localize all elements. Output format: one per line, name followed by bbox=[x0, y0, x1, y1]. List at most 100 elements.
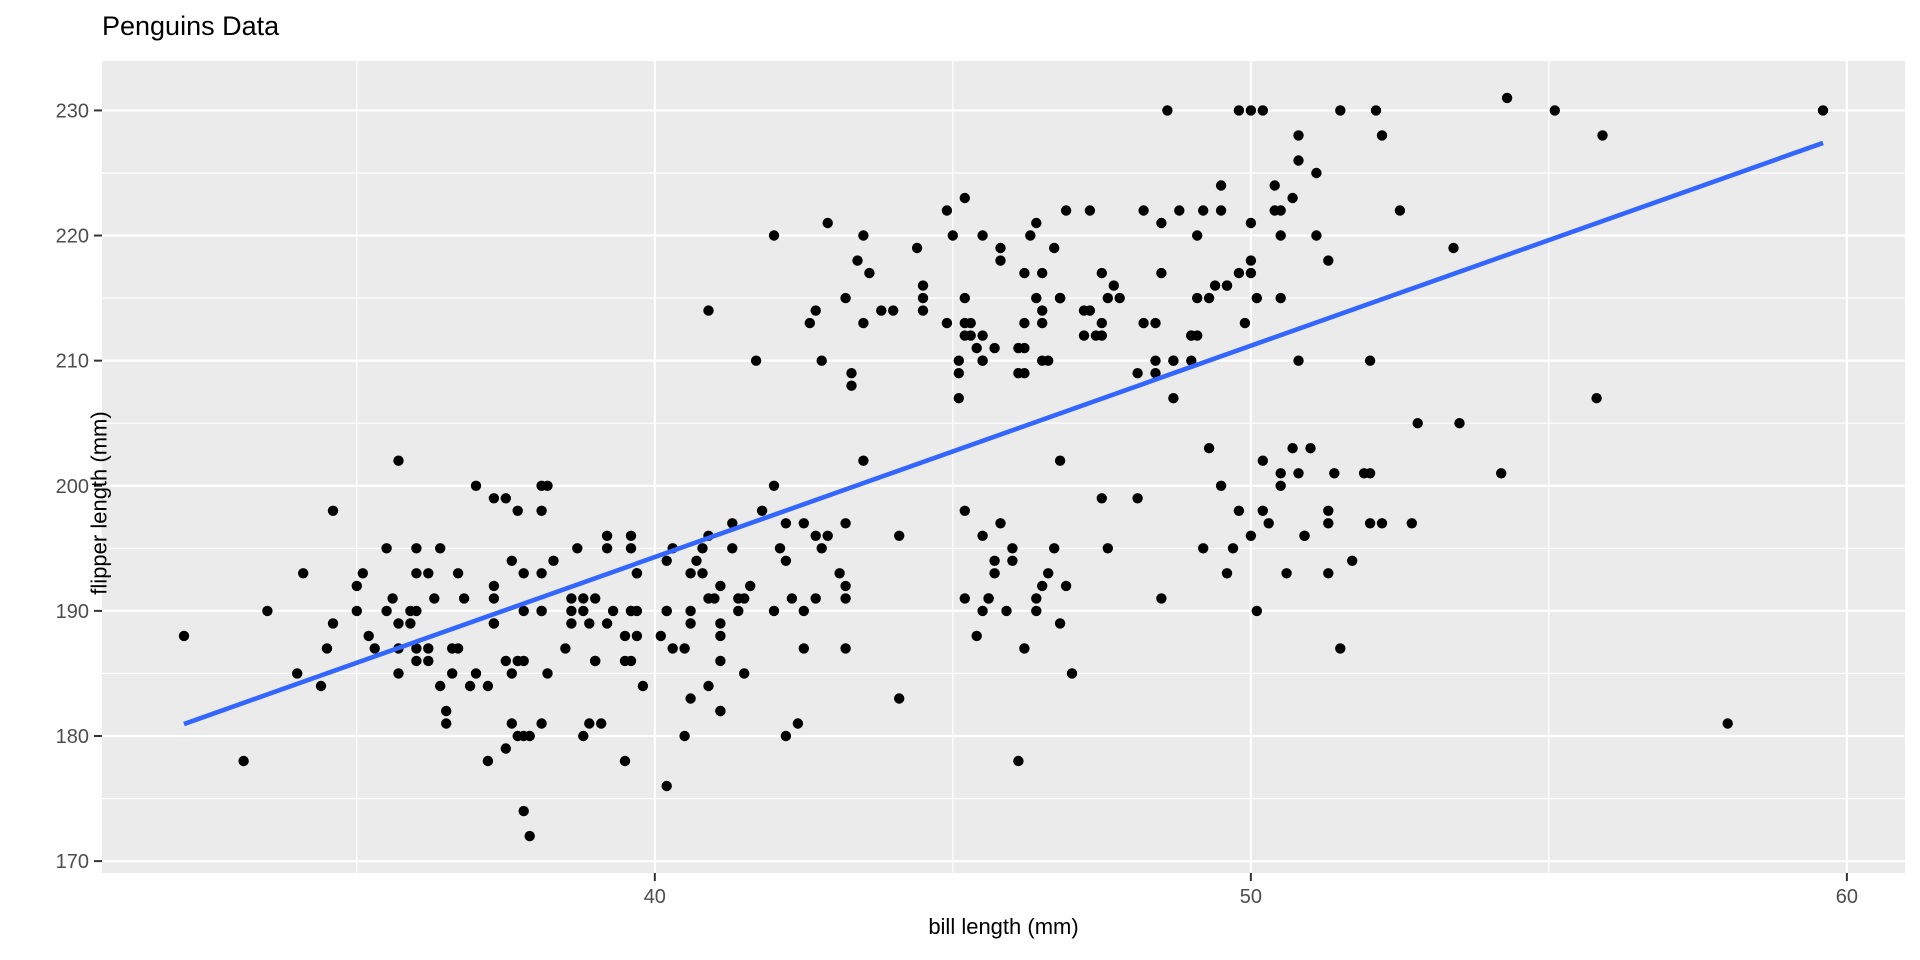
data-point bbox=[810, 305, 821, 316]
data-point bbox=[858, 317, 869, 329]
data-point bbox=[1037, 580, 1048, 592]
data-point bbox=[971, 342, 982, 354]
data-point bbox=[1031, 217, 1042, 229]
data-point bbox=[709, 593, 720, 604]
data-point bbox=[518, 805, 529, 817]
data-point bbox=[983, 593, 994, 604]
data-point bbox=[959, 192, 970, 204]
data-point bbox=[989, 342, 1000, 354]
data-point bbox=[1257, 455, 1269, 466]
data-point bbox=[1305, 443, 1316, 454]
data-point bbox=[715, 618, 726, 629]
data-point bbox=[840, 518, 851, 529]
data-point bbox=[703, 680, 714, 692]
data-point bbox=[1591, 393, 1602, 404]
data-point bbox=[989, 555, 1000, 566]
data-point bbox=[1299, 530, 1310, 541]
data-point bbox=[911, 242, 923, 254]
data-point bbox=[661, 605, 672, 617]
data-point bbox=[512, 505, 523, 516]
data-point bbox=[1209, 280, 1221, 291]
data-point bbox=[1275, 292, 1286, 304]
data-point bbox=[357, 568, 368, 579]
data-point bbox=[691, 555, 702, 566]
data-point bbox=[1221, 568, 1233, 579]
data-point bbox=[435, 543, 446, 554]
data-point bbox=[977, 330, 988, 341]
data-point bbox=[1281, 568, 1292, 579]
data-point bbox=[1150, 317, 1161, 329]
y-tick-label: 230 bbox=[56, 100, 89, 122]
data-point bbox=[864, 267, 875, 279]
data-point bbox=[411, 568, 422, 579]
data-point bbox=[703, 305, 714, 316]
data-point bbox=[1043, 355, 1054, 366]
x-axis-title: bill length (mm) bbox=[928, 914, 1079, 939]
data-point bbox=[858, 230, 869, 241]
data-point bbox=[601, 543, 613, 554]
data-point bbox=[1245, 255, 1257, 266]
data-point bbox=[393, 618, 404, 629]
data-point bbox=[1031, 605, 1042, 617]
data-point bbox=[1019, 317, 1030, 329]
data-point bbox=[739, 593, 750, 604]
data-point bbox=[661, 780, 672, 792]
data-point bbox=[739, 668, 750, 679]
data-point bbox=[1311, 167, 1322, 179]
data-point bbox=[959, 505, 970, 516]
data-point bbox=[1049, 242, 1060, 254]
data-point bbox=[447, 668, 458, 679]
data-point bbox=[685, 568, 696, 579]
data-point bbox=[1245, 105, 1257, 116]
data-point bbox=[1096, 493, 1108, 504]
data-point bbox=[1203, 443, 1215, 454]
data-point bbox=[774, 543, 786, 554]
data-point bbox=[810, 530, 821, 541]
data-point bbox=[566, 593, 577, 604]
data-point bbox=[1043, 568, 1054, 579]
data-point bbox=[1019, 267, 1030, 279]
data-point bbox=[536, 568, 547, 579]
data-point bbox=[387, 593, 398, 604]
data-point bbox=[441, 718, 452, 729]
y-tick-label: 200 bbox=[56, 476, 89, 498]
data-point bbox=[578, 605, 589, 617]
data-point bbox=[1037, 305, 1048, 316]
data-point bbox=[619, 630, 631, 642]
data-point bbox=[524, 830, 535, 842]
data-point bbox=[405, 618, 416, 629]
data-point bbox=[1168, 355, 1179, 366]
data-point bbox=[1114, 292, 1125, 304]
data-point bbox=[1364, 355, 1376, 366]
data-point bbox=[625, 530, 637, 541]
data-point bbox=[405, 605, 416, 617]
data-point bbox=[1186, 330, 1197, 341]
data-point bbox=[971, 630, 982, 642]
data-point bbox=[584, 618, 595, 629]
data-point bbox=[1221, 280, 1233, 291]
data-point bbox=[470, 480, 482, 491]
data-point bbox=[1078, 330, 1090, 341]
data-point bbox=[816, 543, 827, 554]
data-point bbox=[1019, 342, 1030, 354]
data-point bbox=[1549, 105, 1561, 116]
data-point bbox=[464, 680, 476, 692]
data-point bbox=[1192, 292, 1203, 304]
data-point bbox=[715, 630, 726, 642]
data-point bbox=[1156, 593, 1167, 604]
data-point bbox=[1090, 330, 1102, 341]
data-point bbox=[1293, 130, 1304, 141]
data-point bbox=[441, 705, 452, 717]
data-point bbox=[625, 543, 637, 554]
data-point bbox=[536, 718, 547, 729]
data-point bbox=[1323, 505, 1334, 516]
data-point bbox=[780, 518, 792, 529]
data-point bbox=[959, 593, 970, 604]
data-point bbox=[1096, 317, 1108, 329]
data-point bbox=[953, 355, 964, 366]
data-point bbox=[1251, 605, 1263, 617]
data-point bbox=[488, 493, 500, 504]
data-point bbox=[733, 605, 744, 617]
